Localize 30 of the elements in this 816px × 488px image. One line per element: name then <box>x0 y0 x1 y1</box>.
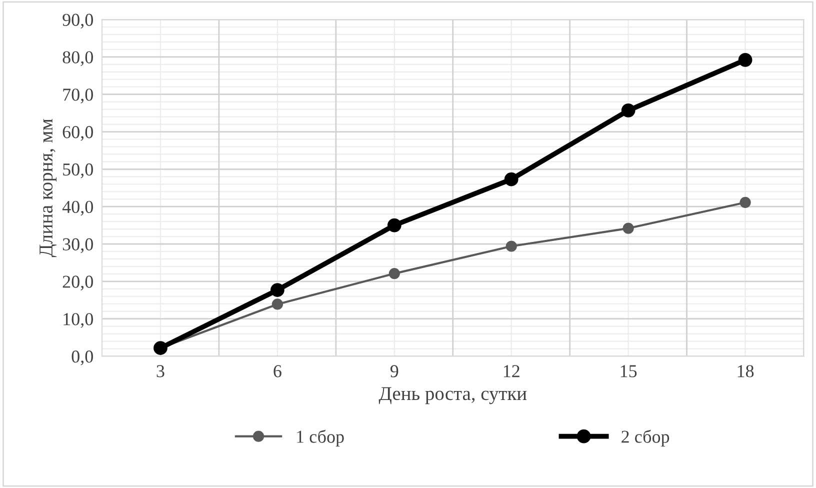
y-tick-label: 60,0 <box>62 126 93 141</box>
y-tick-label: 80,0 <box>62 51 93 66</box>
x-tick-label: 6 <box>274 365 282 378</box>
point <box>272 298 283 310</box>
legend-label: 2 сбор <box>622 430 670 446</box>
point <box>387 218 402 232</box>
x-tick-label: 9 <box>390 365 398 378</box>
y-axis-title: Длина корня, мм <box>40 118 57 258</box>
x-tick-label: 15 <box>620 365 637 378</box>
point <box>621 103 636 118</box>
point <box>622 222 634 234</box>
point <box>738 52 752 67</box>
y-tick-label: 50,0 <box>63 163 93 178</box>
point <box>270 283 284 297</box>
y-tick-label: 90,0 <box>62 14 93 29</box>
point <box>506 240 517 252</box>
point <box>740 196 751 208</box>
y-tick-label: 70,0 <box>63 88 93 104</box>
y-tick-label: 0,0 <box>72 350 93 366</box>
x-tick-label: 3 <box>156 365 164 378</box>
x-tick-label: 18 <box>738 365 754 378</box>
x-axis-title: День роста, сутки <box>378 387 527 404</box>
legend-label: 1 сбор <box>297 430 344 446</box>
y-tick-label: 40,0 <box>62 200 93 216</box>
x-tick-label: 12 <box>504 365 520 378</box>
y-tick-label: 20,0 <box>62 276 93 290</box>
point <box>504 172 518 186</box>
y-tick-label: 10,0 <box>64 313 93 328</box>
point <box>388 268 400 280</box>
y-tick-label: 30,0 <box>62 238 93 254</box>
